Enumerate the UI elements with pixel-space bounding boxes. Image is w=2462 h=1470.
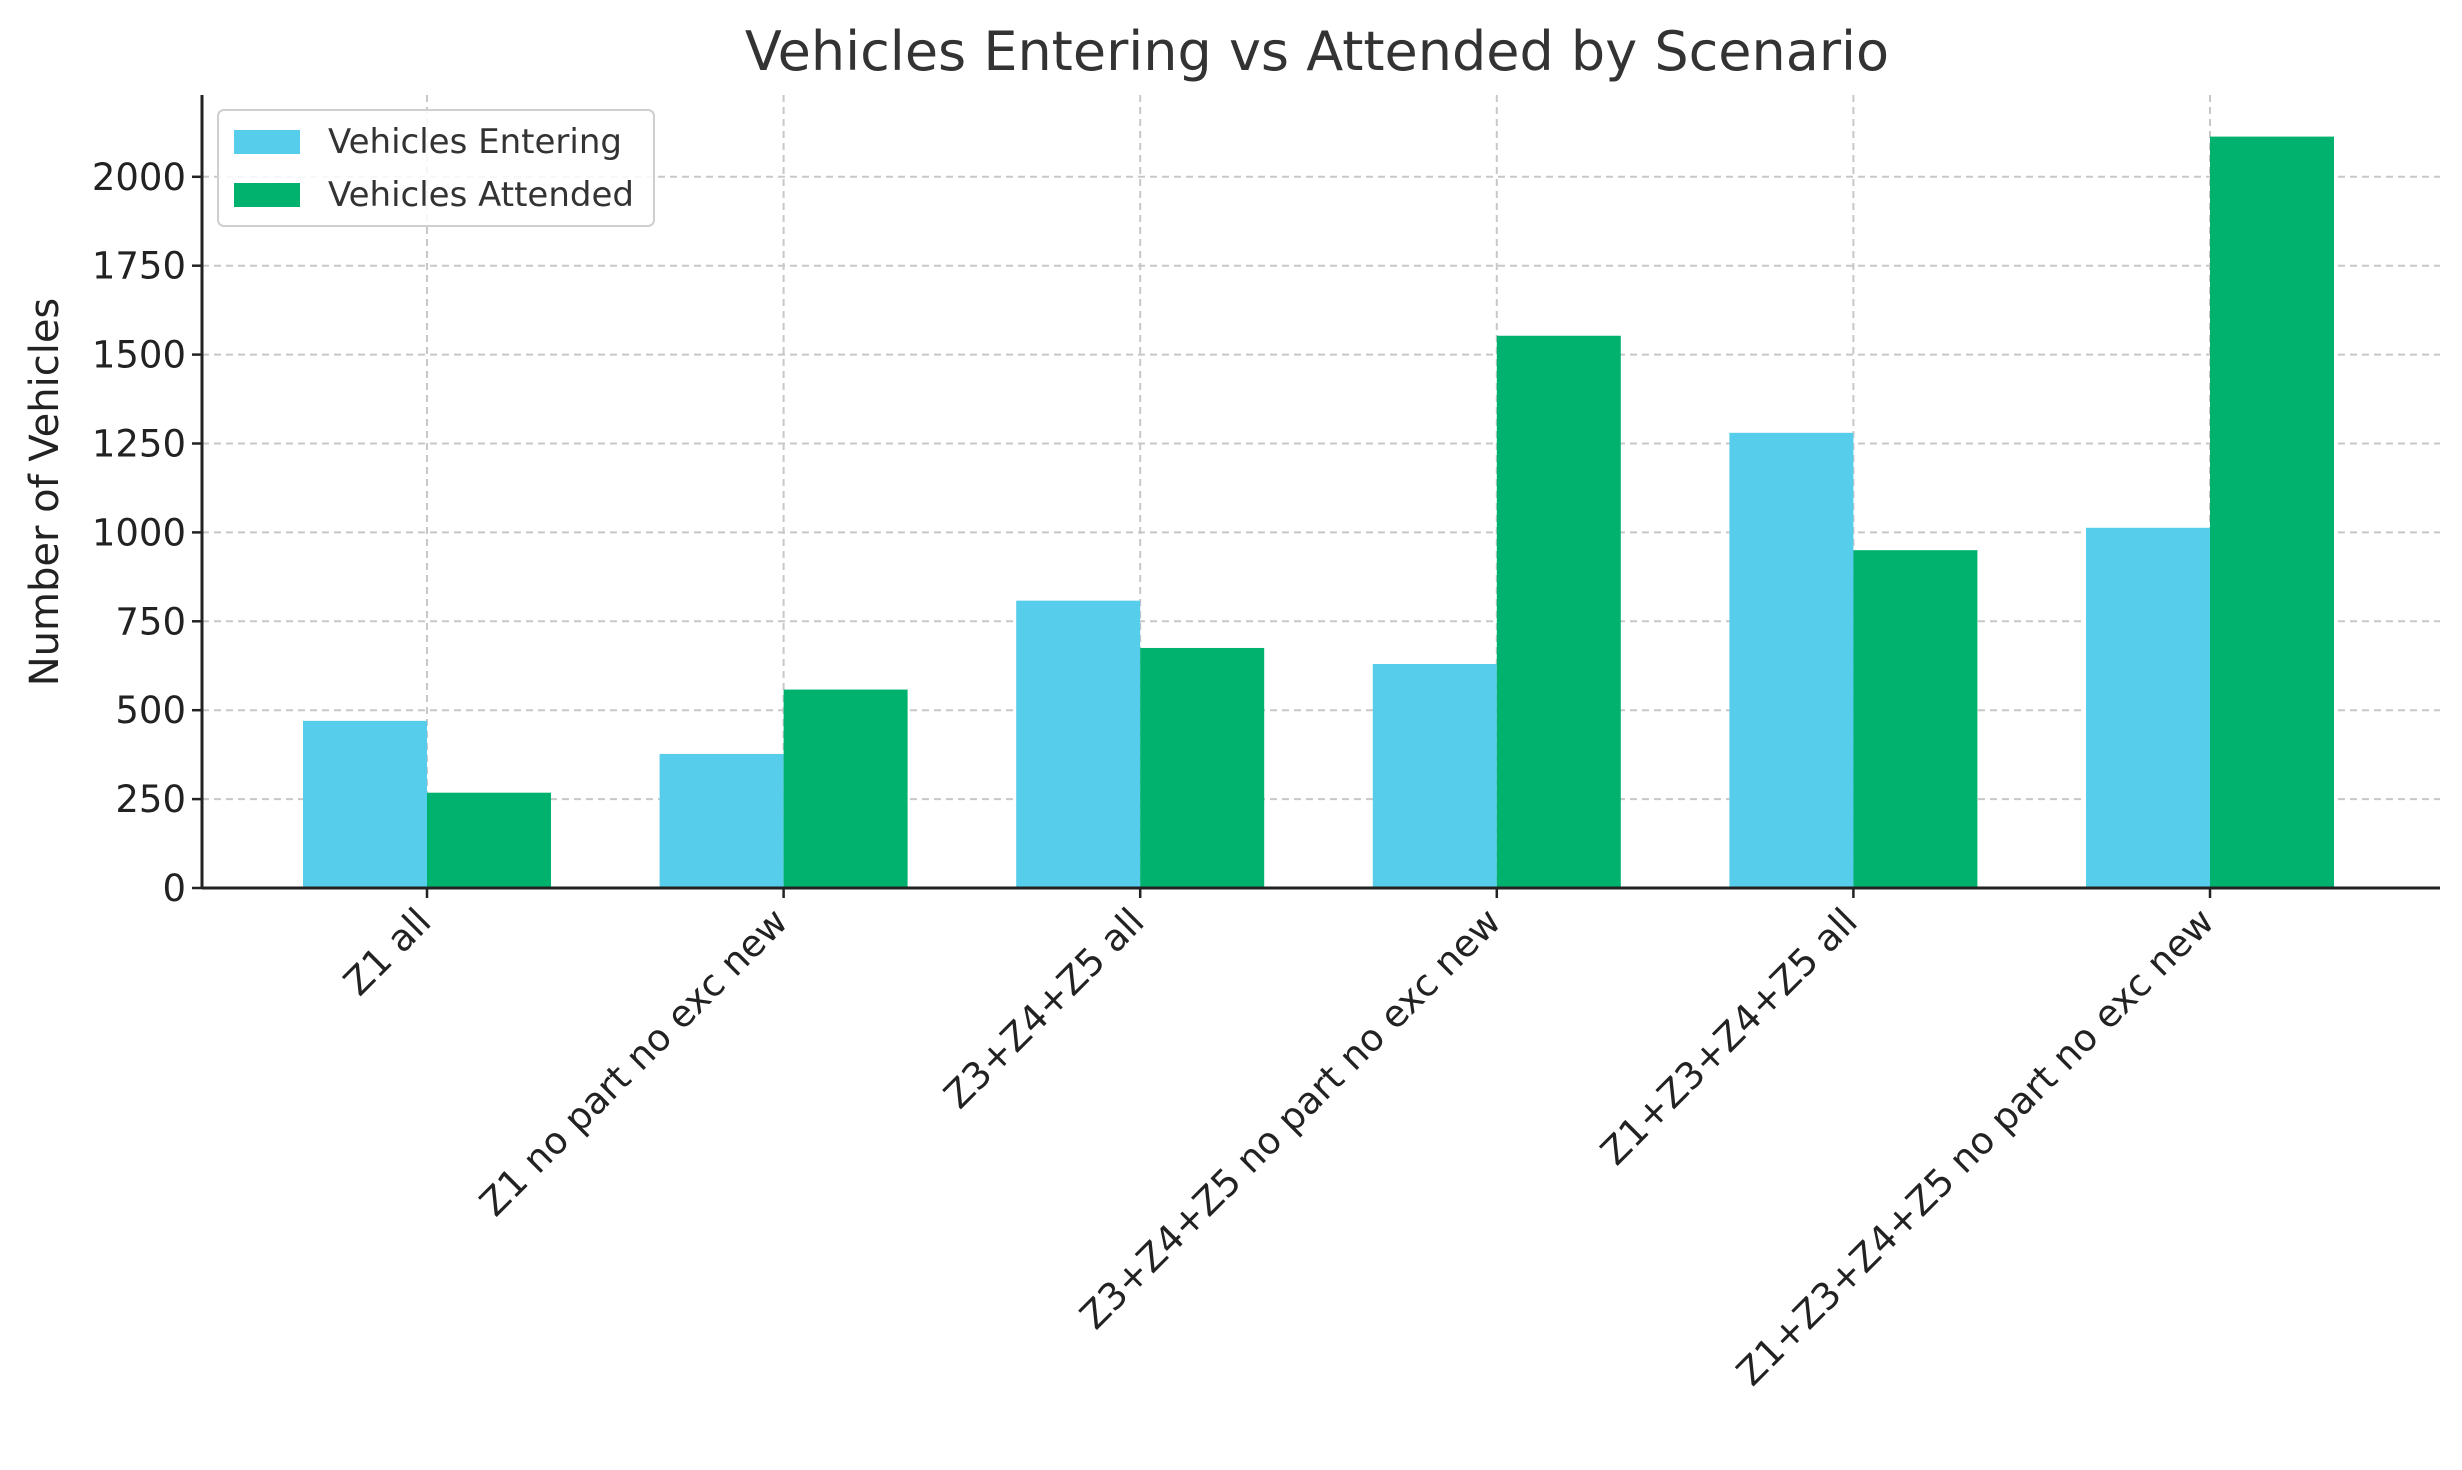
chart-title: Vehicles Entering vs Attended by Scenari… [745,20,1889,83]
legend-box [217,109,655,227]
axes [200,95,2440,890]
legend: Vehicles Entering Vehicles Attended [217,109,655,227]
legend-label-entering: Vehicles Entering [328,122,622,162]
bars [303,136,2334,888]
y-tick-label: 750 [115,600,186,643]
y-tick-label: 500 [115,689,186,732]
bar-vehicles-attended [427,792,551,888]
y-tick-label: 2000 [92,156,186,199]
y-tick-label: 250 [115,778,186,821]
bar-vehicles-entering [1016,600,1141,888]
bar-vehicles-entering [659,753,784,888]
x-tick-label: Z3+Z4+Z5 no part no exc new [1072,900,1510,1338]
bar-vehicles-attended [1496,335,1621,888]
bar-vehicles-entering [2086,527,2210,888]
y-tick-label: 1000 [92,511,186,554]
y-axis-label: Number of Vehicles [22,298,68,687]
y-tick-label: 0 [162,867,186,910]
x-tick-label: Z1+Z3+Z4+Z5 all [1592,900,1865,1173]
y-tick-label: 1750 [92,245,186,288]
bar-vehicles-attended [2210,136,2334,888]
y-tick-label: 1250 [92,422,186,465]
legend-label-attended: Vehicles Attended [328,175,634,215]
x-tick-label: Z1 all [335,900,439,1004]
bar-vehicles-attended [783,689,908,888]
legend-swatch-attended [234,183,300,207]
bar-vehicles-attended [1853,550,1978,888]
x-tick-label: Z3+Z4+Z5 all [936,900,1153,1117]
bar-vehicles-entering [303,720,427,888]
y-tick-label: 1500 [92,334,186,377]
legend-swatch-entering [234,130,300,154]
x-tick-label: Z1 no part no exc new [471,900,796,1225]
bar-vehicles-entering [1729,432,1854,888]
bar-vehicles-attended [1140,647,1265,888]
bar-vehicles-entering [1372,663,1497,888]
